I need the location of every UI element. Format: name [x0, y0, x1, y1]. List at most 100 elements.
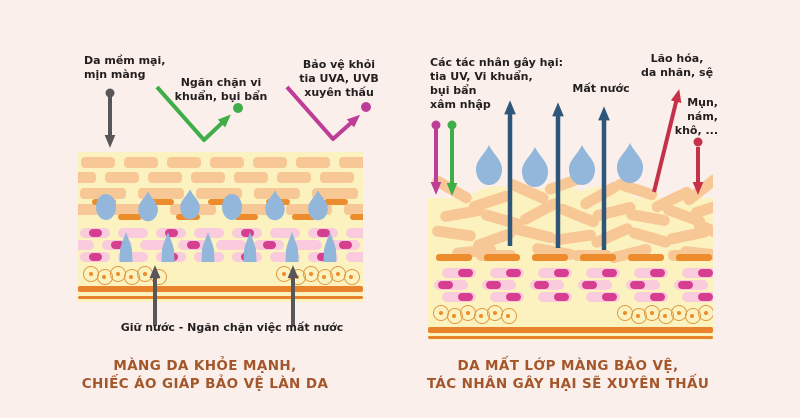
cell-nucleus-dot	[322, 274, 326, 279]
cell-nucleus	[89, 253, 102, 261]
cell-nucleus	[165, 253, 178, 261]
cell-nucleus-dot	[335, 271, 340, 276]
brick	[124, 157, 158, 168]
cell-nucleus	[165, 229, 178, 237]
brick	[254, 188, 300, 199]
label-water-loss: Mất nước	[572, 82, 630, 95]
brick	[344, 204, 363, 215]
cell-nucleus-dot	[308, 271, 313, 276]
cell-nucleus	[554, 269, 569, 277]
cell-nucleus-dot	[479, 313, 483, 318]
cell-nucleus	[650, 293, 665, 301]
brick	[210, 157, 244, 168]
brick	[339, 157, 363, 168]
brick	[228, 204, 274, 215]
lipid-bar	[118, 214, 142, 220]
cell-nucleus-dot	[142, 271, 147, 276]
cell-nucleus-dot	[349, 274, 353, 279]
lipid-bar	[350, 214, 363, 220]
brick	[253, 157, 287, 168]
lipid-bar	[436, 254, 472, 261]
caption-damaged-skin: DA MẤT LỚP MÀNG BẢO VỆ, TÁC NHÂN GÂY HẠI…	[426, 358, 710, 392]
cell-nucleus	[506, 269, 521, 277]
cell-nucleus-dot	[622, 310, 627, 315]
cell-nucleus	[678, 281, 693, 289]
cell-nucleus	[317, 229, 330, 237]
lipid-bar	[208, 199, 232, 205]
cell-nucleus	[630, 281, 645, 289]
brick	[81, 157, 115, 168]
lipid-bar	[580, 254, 616, 261]
brick	[112, 204, 158, 215]
lipid-bar	[676, 254, 712, 261]
germ-dot-icon	[233, 103, 243, 113]
brick	[312, 188, 358, 199]
label-harmful-agents: Các tác nhân gây hại: tia UV, Vi khuẩn, …	[430, 56, 564, 111]
membrane-line	[78, 296, 363, 299]
brick	[196, 188, 242, 199]
brick	[277, 172, 311, 183]
brick	[80, 188, 126, 199]
cell-pill	[346, 252, 363, 262]
cell-pill	[118, 228, 148, 238]
brick	[78, 172, 96, 183]
membrane-line	[428, 336, 713, 339]
cell-circle	[343, 269, 360, 285]
lipid-bar	[92, 199, 116, 205]
cell-nucleus	[241, 253, 254, 261]
lipid-bar	[176, 214, 200, 220]
cell-nucleus-dot	[636, 313, 640, 318]
label-block-germs: Ngăn chặn vi khuẩn, bụi bẩn	[174, 76, 268, 103]
cell-pill	[78, 240, 94, 250]
cell-circle	[500, 308, 517, 324]
brick	[167, 157, 201, 168]
brick	[296, 157, 330, 168]
cell-pill	[194, 228, 224, 238]
cell-pill	[292, 240, 322, 250]
healthy-skin-diagram	[78, 152, 363, 302]
cell-pill	[270, 228, 300, 238]
cell-nucleus	[602, 293, 617, 301]
cell-nucleus-dot	[492, 310, 497, 315]
soft-skin-arrow-icon	[104, 88, 116, 148]
cell-nucleus-dot	[295, 274, 299, 279]
lipid-bar	[484, 254, 520, 261]
cell-pill	[346, 228, 363, 238]
lipid-bar	[150, 199, 174, 205]
cell-nucleus	[111, 241, 124, 249]
lipid-bar	[266, 199, 290, 205]
cell-nucleus	[698, 269, 713, 277]
cell-nucleus	[317, 253, 330, 261]
damaged-skin-diagram	[428, 150, 713, 340]
membrane-line	[78, 286, 363, 292]
cell-nucleus-dot	[438, 310, 443, 315]
cell-pill	[682, 268, 713, 278]
cell-nucleus-dot	[690, 313, 694, 318]
cell-nucleus	[89, 229, 102, 237]
brick	[105, 172, 139, 183]
cell-nucleus-dot	[102, 274, 106, 279]
cell-nucleus	[506, 293, 521, 301]
lipid-bar	[628, 254, 664, 261]
cell-nucleus-dot	[88, 271, 93, 276]
cell-nucleus	[698, 293, 713, 301]
cell-nucleus-dot	[703, 310, 708, 315]
cell-nucleus-dot	[465, 310, 470, 315]
cell-circle	[698, 305, 713, 321]
cell-pill	[216, 240, 246, 250]
cell-nucleus-dot	[649, 310, 654, 315]
brick	[148, 172, 182, 183]
label-retain-water: Giữ nước - Ngăn chặn việc mất nước	[120, 321, 344, 334]
cell-pill	[118, 252, 148, 262]
cell-nucleus	[458, 269, 473, 277]
label-soft-skin: Da mềm mại, mịn màng	[84, 54, 166, 81]
brick	[234, 172, 268, 183]
brick	[138, 188, 184, 199]
lipid-bar	[324, 199, 348, 205]
cell-nucleus-dot	[281, 271, 286, 276]
brick	[78, 204, 100, 215]
cell-nucleus-dot	[452, 313, 456, 318]
cell-nucleus	[438, 281, 453, 289]
cell-nucleus-dot	[115, 271, 120, 276]
